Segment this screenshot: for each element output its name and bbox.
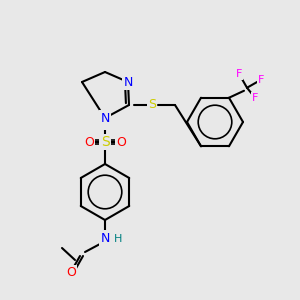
Text: S: S xyxy=(100,135,109,149)
Text: O: O xyxy=(66,266,76,280)
Text: H: H xyxy=(114,234,122,244)
Text: N: N xyxy=(100,232,110,244)
Text: N: N xyxy=(123,76,133,88)
Text: F: F xyxy=(236,69,242,79)
Text: O: O xyxy=(84,136,94,148)
Text: O: O xyxy=(116,136,126,148)
Text: F: F xyxy=(252,93,258,103)
Text: N: N xyxy=(100,112,110,124)
Text: N: N xyxy=(100,116,110,128)
Text: F: F xyxy=(258,75,264,85)
Text: S: S xyxy=(148,98,156,112)
